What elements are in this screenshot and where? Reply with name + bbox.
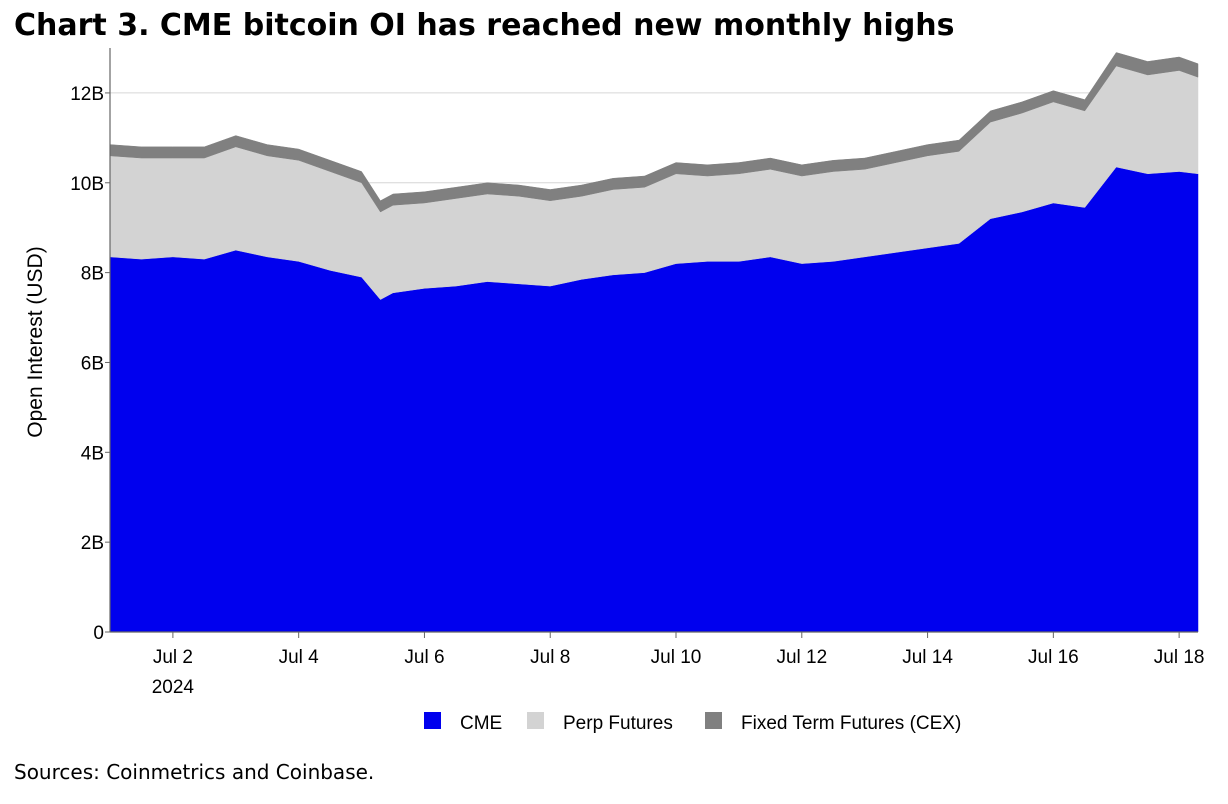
y-tick-label: 2B	[81, 533, 104, 554]
y-tick-label: 12B	[70, 84, 104, 105]
legend-swatch-perp-futures	[527, 712, 544, 729]
source-note: Sources: Coinmetrics and Coinbase.	[14, 760, 375, 784]
axes	[109, 48, 1198, 633]
area-fixed-term-futures-cex	[109, 52, 1199, 213]
x-tick-label: Jul 2	[153, 647, 193, 668]
y-tick-label: 4B	[81, 443, 104, 464]
x-tick-label: Jul 16	[1028, 647, 1079, 668]
legend-label-cme: CME	[460, 713, 502, 734]
y-tick-label: 8B	[81, 264, 104, 285]
chart-title: Chart 3. CME bitcoin OI has reached new …	[14, 8, 955, 43]
x-tick-labels: Jul 2 2024 Jul 4 Jul 6 Jul 8 Jul 10 Jul 12 Jul …	[152, 632, 1205, 698]
legend: CME Perp Futures Fixed Term Futures (CEX)	[424, 712, 961, 734]
legend-swatch-cme	[424, 712, 441, 729]
x-tick-year-label: 2024	[152, 677, 195, 698]
x-tick-label: Jul 8	[530, 647, 570, 668]
y-axis-label: Open Interest (USD)	[24, 246, 47, 437]
legend-label-perp-futures: Perp Futures	[563, 713, 673, 734]
y-tick-label: 0	[93, 623, 104, 644]
x-tick-label: Jul 4	[279, 647, 320, 668]
x-tick-label: Jul 6	[404, 647, 444, 668]
series-areas	[109, 52, 1199, 633]
legend-label-fixed-term-futures-cex: Fixed Term Futures (CEX)	[741, 713, 961, 734]
legend-swatch-fixed-term-futures-cex	[705, 712, 722, 729]
y-tick-labels: 0 2B 4B 6B 8B 10B 12B	[70, 84, 110, 644]
y-tick-label: 10B	[70, 174, 104, 195]
y-tick-label: 6B	[81, 353, 104, 374]
x-tick-label: Jul 14	[902, 647, 953, 668]
stacked-area-chart: 0 2B 4B 6B 8B 10B 12B Jul 2 2024 Jul 4 Jul 6 Jul 8…	[24, 48, 1205, 734]
x-tick-label: Jul 18	[1154, 647, 1205, 668]
x-tick-label: Jul 10	[651, 647, 702, 668]
x-tick-label: Jul 12	[776, 647, 827, 668]
